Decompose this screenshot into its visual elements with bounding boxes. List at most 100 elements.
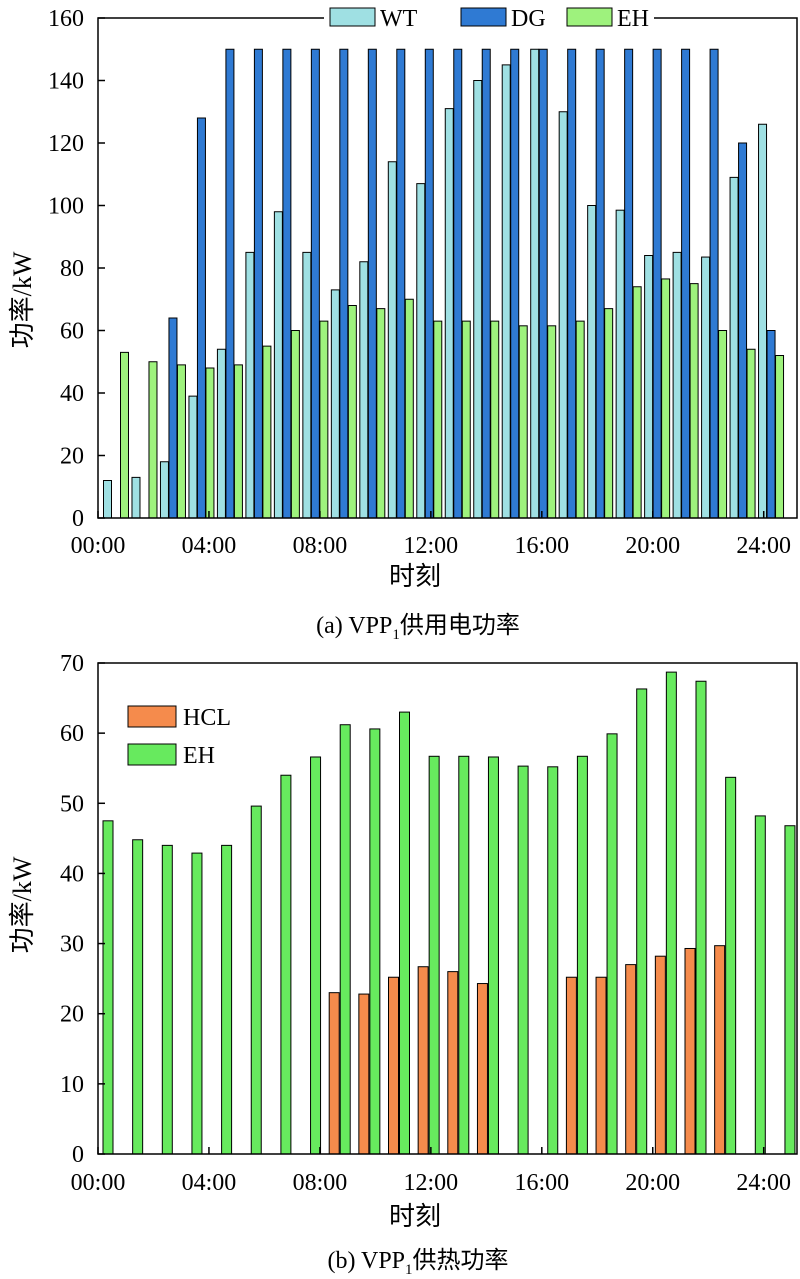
panel-b-bar-hcl-18 xyxy=(595,976,607,1155)
panel-b-bar-hcl-19 xyxy=(625,964,637,1155)
panel-b-caption-suffix: 供热功率 xyxy=(413,1247,509,1274)
panel-a-bar-wt-12 xyxy=(416,183,426,519)
panel-a-legend-swatch-dg xyxy=(460,7,507,27)
panel-a-bar-wt-10 xyxy=(359,261,369,519)
panel-a-bar-dg-19 xyxy=(624,48,634,519)
panel-b-y-tick-label: 50 xyxy=(60,791,84,817)
panel-b-bar-eh-19 xyxy=(636,688,648,1155)
panel-a-bar-dg-14 xyxy=(481,48,491,519)
panel-a-caption-subscript: 1 xyxy=(392,627,400,643)
panel-a-bar-eh-21 xyxy=(689,283,699,519)
panel-b-bar-eh-16 xyxy=(547,766,559,1155)
panel-b-bar-eh-9 xyxy=(339,724,351,1155)
panel-a-bar-eh-18 xyxy=(604,308,614,519)
panel-a-bar-dg-12 xyxy=(424,48,434,519)
panel-a-bar-dg-23 xyxy=(738,142,748,519)
panel-a-bar-eh-14 xyxy=(490,320,500,519)
panel-b-bar-eh-23 xyxy=(754,815,766,1155)
panel-a-x-tick-label: 24:00 xyxy=(736,533,791,559)
panel-b-x-tick-label: 24:00 xyxy=(736,1170,791,1196)
panel-a-bar-wt-16 xyxy=(530,48,540,519)
panel-a-bar-dg-8 xyxy=(310,48,320,519)
panel-b-bar-hcl-11 xyxy=(388,976,399,1155)
panel-b-bar-hcl-21 xyxy=(684,947,696,1155)
panel-a-y-tick-label: 60 xyxy=(60,319,84,345)
panel-a-bar-wt-11 xyxy=(387,161,397,519)
panel-a-bar-eh-12 xyxy=(433,320,443,519)
panel-a-bar-dg-9 xyxy=(339,48,349,519)
panel-a-caption: (a) VPP1供用电功率 xyxy=(316,612,520,643)
panel-a-caption-prefix: (a) VPP xyxy=(316,613,392,639)
panel-b-y-tick-label: 70 xyxy=(60,651,84,677)
panel-a-bar-dg-16 xyxy=(538,48,548,519)
panel-a-bar-eh-22 xyxy=(718,330,728,519)
panel-b-bar-eh-14 xyxy=(487,756,499,1155)
panel-a-legend: WT DG EH xyxy=(324,3,654,32)
panel-b-bar-hcl-17 xyxy=(565,976,577,1155)
panel-b-legend-swatch-eh xyxy=(127,743,177,766)
panel-a-bar-eh-24 xyxy=(775,355,785,519)
panel-b-bar-eh-20 xyxy=(665,671,677,1155)
panel-a-y-tick-label: 0 xyxy=(72,506,84,532)
panel-a-y-tick-label: 100 xyxy=(48,194,84,220)
panel-b-caption-prefix: (b) VPP xyxy=(327,1248,405,1274)
panel-a-y-tick-label: 160 xyxy=(48,6,84,32)
panel-a-bar-dg-22 xyxy=(709,48,719,519)
panel-a-bar-dg-24 xyxy=(766,330,776,519)
panel-b-bar-eh-18 xyxy=(606,733,618,1155)
panel-b-bar-hcl-14 xyxy=(476,983,488,1155)
panel-b-x-tick-label: 08:00 xyxy=(293,1170,348,1196)
panel-b-bar-hcl-9 xyxy=(328,992,340,1155)
panel-a-bar-wt-17 xyxy=(558,111,568,519)
panel-b-bar-eh-17 xyxy=(576,755,588,1155)
panel-a-y-tick-label: 40 xyxy=(60,381,84,407)
panel-b-bar-eh-7 xyxy=(280,774,292,1155)
panel-a-bar-dg-18 xyxy=(595,48,605,519)
panel-a-bar-eh-7 xyxy=(290,330,300,519)
panel-a-x-tick-label: 04:00 xyxy=(182,533,237,559)
panel-a-legend-swatch-wt xyxy=(329,7,376,27)
panel-b-y-axis-label: 功率/kW xyxy=(8,856,37,953)
panel-a-bar-dg-21 xyxy=(681,48,691,519)
panel-b-y-tick-label: 10 xyxy=(60,1072,84,1098)
panel-a-bar-wt-2 xyxy=(131,476,141,519)
panel-a-bar-wt-4 xyxy=(188,395,198,519)
panel-b-bar-eh-11 xyxy=(399,711,410,1155)
panel-a-bar-dg-4 xyxy=(196,117,206,519)
panel-a-bar-eh-1 xyxy=(120,351,129,519)
panel-b-legend-swatch-hcl xyxy=(127,705,177,728)
panel-a-y-axis-label: 功率/kW xyxy=(8,251,37,348)
panel-a-bar-wt-24 xyxy=(758,123,768,519)
panel-b-x-tick-label: 12:00 xyxy=(404,1170,459,1196)
panel-a-bar-wt-8 xyxy=(302,251,312,519)
panel-a-bar-eh-6 xyxy=(262,345,272,519)
panel-b-y-tick-label: 0 xyxy=(72,1142,84,1168)
panel-b-x-axis-label: 时刻 xyxy=(389,1202,441,1231)
panel-a-bar-wt-23 xyxy=(729,176,739,519)
panel-a-bar-dg-11 xyxy=(396,48,406,519)
panel-a-x-tick-label: 08:00 xyxy=(293,533,348,559)
panel-b-bar-hcl-20 xyxy=(654,955,666,1155)
panel-a-bar-wt-20 xyxy=(644,255,654,519)
panel-b-x-tick-label: 16:00 xyxy=(514,1170,569,1196)
panel-b-plot-frame xyxy=(97,662,798,1155)
panel-a-bar-wt-1 xyxy=(103,480,112,519)
panel-b-bar-eh-3 xyxy=(161,844,173,1155)
panel-a-bar-dg-7 xyxy=(282,48,292,519)
panel-a-bars xyxy=(103,48,785,519)
panel-b-bar-eh-21 xyxy=(695,680,707,1155)
panel-b-bar-eh-6 xyxy=(250,805,262,1155)
panel-a-legend-swatch-eh xyxy=(566,7,613,27)
panel-a-x-tick-label: 20:00 xyxy=(625,533,680,559)
panel-a-bar-eh-23 xyxy=(746,348,756,519)
panel-b-caption: (b) VPP1供热功率 xyxy=(327,1247,508,1278)
panel-a-bar-eh-10 xyxy=(376,308,386,519)
panel-b-bar-eh-8 xyxy=(310,756,322,1155)
panel-a-bar-wt-21 xyxy=(672,251,682,519)
panel-a-bar-wt-6 xyxy=(245,251,255,519)
panel-a-x-tick-label: 12:00 xyxy=(404,533,459,559)
panel-b-bar-hcl-12 xyxy=(417,966,429,1155)
panel-b-legend-label-eh: EH xyxy=(183,743,215,769)
